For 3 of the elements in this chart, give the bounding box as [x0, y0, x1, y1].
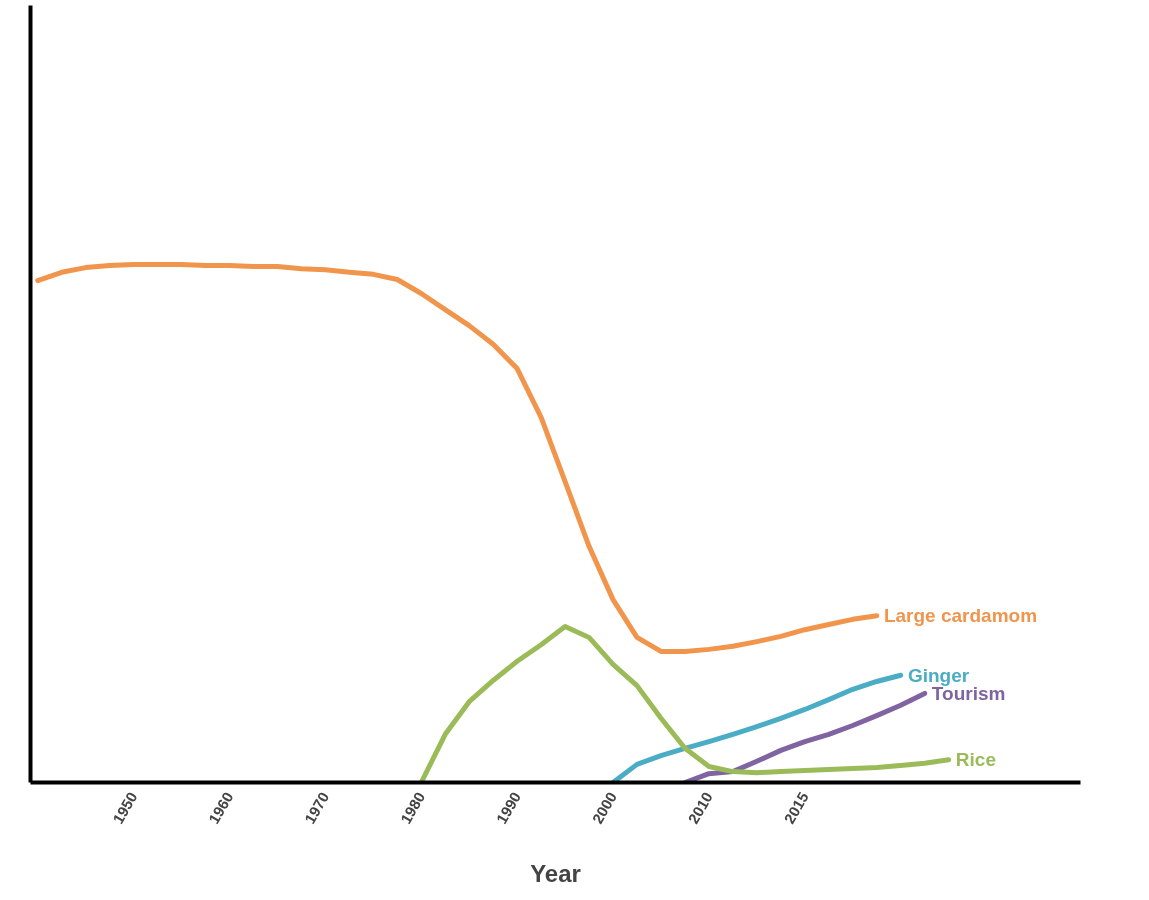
x-axis-title: Year — [530, 860, 581, 888]
series-label: Large cardamom — [883, 605, 1038, 627]
series-label: Rice — [955, 749, 996, 771]
